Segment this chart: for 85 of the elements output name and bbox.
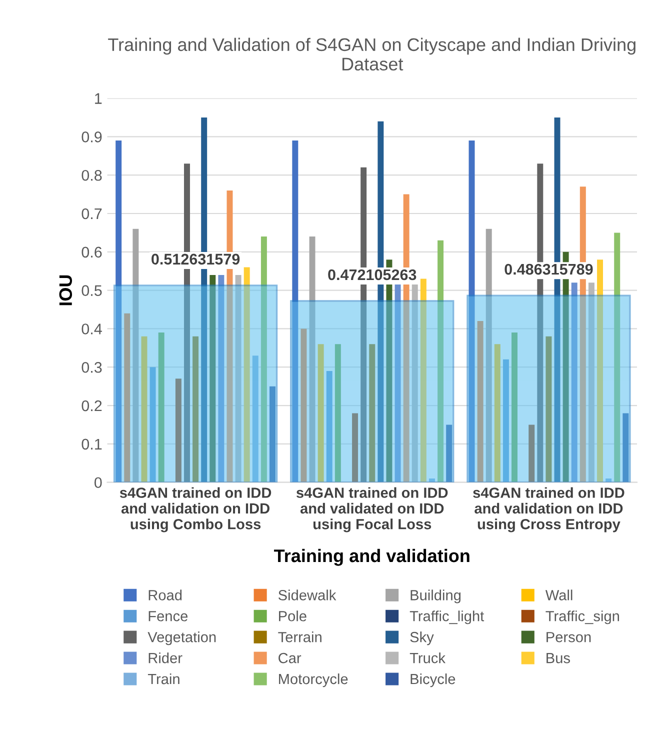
bar [606,478,612,482]
x-tick-label: s4GAN trained on IDD and validation on IDD using Combo Loss [120,487,272,532]
bar [141,336,148,482]
legend-label: Bus [546,653,570,664]
bar [412,282,418,482]
x-axis-title: Training and validation [274,548,470,566]
bar [394,282,401,482]
bar [477,321,484,482]
chart-title: Training and Validation of S4GAN on Cityscape and Indian Driving Dataset [108,38,636,71]
bar [622,413,629,482]
bar [300,328,307,482]
bar [597,260,604,482]
legend-label: Sky [410,632,434,646]
bar [292,140,298,482]
bar [502,359,509,482]
legend-label: Fence [148,611,188,622]
bar [528,424,535,482]
bar [512,332,518,482]
x-tick-label: s4GAN trained on IDD and validation on IDD using Cross Entropy [473,487,624,532]
y-tick-label: 0.3 [82,362,102,373]
legend-label: Sidewalk [278,590,336,600]
bar [150,367,156,482]
bar [466,294,631,482]
legend-label: Bicycle [410,673,456,688]
bar [210,274,216,482]
legend-label: Traffic_light [410,610,484,624]
bar [113,284,278,482]
bar [546,336,552,482]
bar [192,336,199,482]
legend-label: Truck [410,652,446,664]
y-axis-title: IOU [59,275,72,306]
y-tick-label: 0.7 [82,208,102,220]
legend-label: Vegetation [148,632,216,646]
bar [116,140,122,482]
bar [270,386,276,482]
bar [334,344,341,482]
bar [252,356,258,482]
y-tick-label: 0.6 [82,246,102,258]
y-tick-label: 0.4 [82,324,102,334]
bar [369,344,376,482]
bar [235,274,242,482]
y-tick-label: 1 [95,93,102,104]
y-tick-label: 0.9 [82,132,102,142]
data-label: 0.472105263 [328,269,416,280]
legend-label: Building [410,590,461,604]
legend-label: Pole [279,610,306,622]
bar [428,478,435,482]
bar [326,370,332,482]
data-label: 0.486315789 [504,264,593,275]
y-tick-label: 0 [94,477,102,488]
bar [218,274,224,482]
y-tick-label: 0.1 [82,438,102,450]
legend-label: Train [148,673,180,684]
bar [486,228,492,482]
x-tick-label: s4GAN trained on IDD and validated on IDD using Focal Loss [296,487,448,532]
legend-label: Traffic_sign [546,610,620,624]
bar [309,236,316,482]
y-tick-label: 0.8 [82,170,102,181]
bar [352,413,358,482]
bar [158,332,164,482]
bar [124,313,130,482]
bar [318,344,324,482]
data-label: 0.512631579 [152,254,240,265]
bar [588,282,594,482]
bar [420,278,426,482]
bar [260,236,267,482]
legend-label: Terrain [278,632,322,642]
legend-label: Wall [545,590,572,600]
bar [175,378,182,482]
bar [132,228,139,482]
bar [571,282,578,482]
bar [446,424,452,482]
legend-label: Car [278,652,302,664]
bar [614,232,620,482]
y-tick-label: 0.2 [82,400,102,412]
legend-label: Person [546,632,591,642]
bar [468,140,475,482]
y-tick-label: 0.5 [82,285,102,296]
legend-label: Rider [148,652,182,664]
bar [494,344,500,482]
legend-label: Road [148,590,182,600]
bar [244,267,250,482]
bar [290,300,454,482]
legend-label: Motorcycle [279,673,348,688]
bar [438,240,444,482]
